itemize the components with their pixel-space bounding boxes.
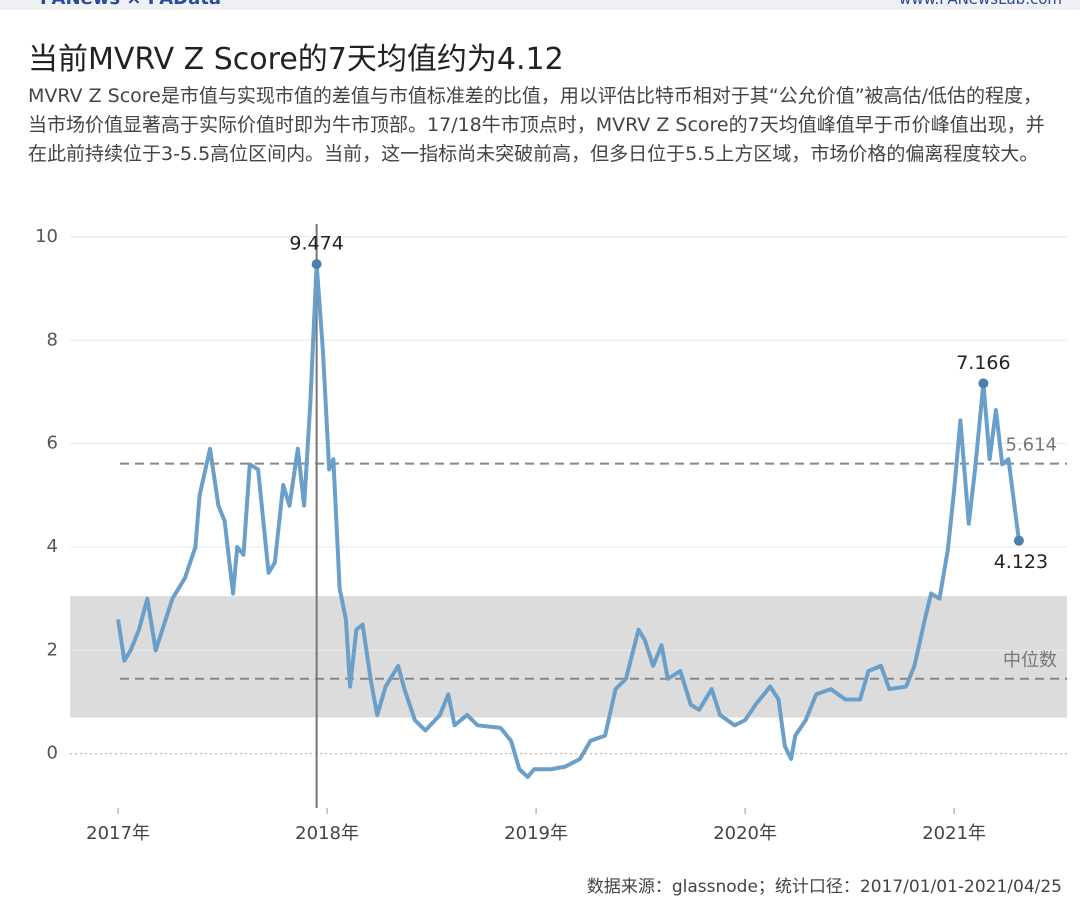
y-tick-label: 6	[47, 433, 58, 454]
y-tick-label: 8	[47, 329, 58, 350]
chart-title: 当前MVRV Z Score的7天均值约为4.12	[28, 42, 564, 77]
y-tick-label: 10	[35, 226, 58, 247]
annotation-dot	[1013, 535, 1024, 546]
annotation-dot	[311, 259, 322, 270]
x-tick-label: 2017年	[86, 823, 150, 844]
site: www.PANewsLab.com	[899, 0, 1062, 8]
x-tick-label: 2019年	[504, 823, 568, 844]
reference-label: 中位数	[1003, 650, 1057, 671]
brand: PANews × PAData	[40, 0, 221, 9]
annotation-dot	[978, 378, 989, 389]
data-line	[116, 262, 1021, 779]
x-tick-label: 2018年	[295, 823, 359, 844]
source: 数据来源：glassnode；统计口径：2017/01/01-2021/04/2…	[586, 877, 1062, 897]
reference-label: 5.614	[1005, 435, 1057, 456]
y-tick-label: 4	[47, 536, 58, 557]
y-tick-label: 0	[47, 743, 58, 764]
y-tick-label: 2	[47, 639, 58, 660]
x-tick-label: 2021年	[922, 823, 986, 844]
annotation-label: 9.474	[289, 233, 343, 255]
top-bar: PANews × PAData www.PANewsLab.com	[0, 0, 1080, 10]
chart-subtitle: MVRV Z Score是市值与实现市值的差值与市值标准差的比值，用以评估比特币…	[28, 85, 1045, 165]
band	[70, 596, 1067, 718]
annotation-label: 7.166	[956, 352, 1010, 374]
x-tick-label: 2020年	[713, 823, 777, 844]
annotation-label: 4.123	[994, 551, 1048, 573]
